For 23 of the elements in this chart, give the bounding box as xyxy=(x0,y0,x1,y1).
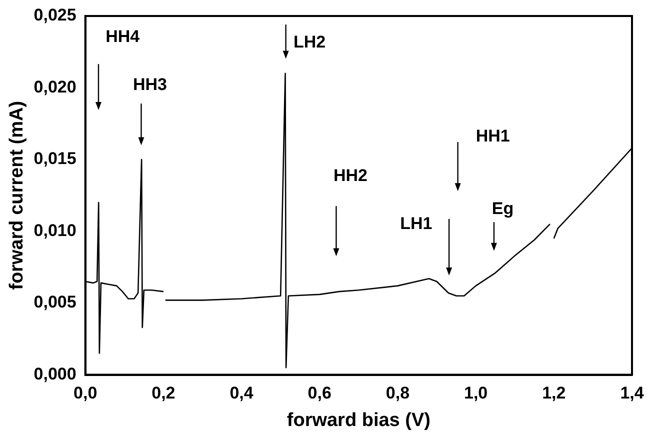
y-tick-label: 0,005 xyxy=(34,292,76,312)
annotation: HH4 xyxy=(106,27,140,46)
x-tick-label: 1,4 xyxy=(620,384,644,403)
y-tick-label: 0,025 xyxy=(34,6,76,25)
annotation: HH2 xyxy=(333,166,368,185)
x-tick-label: 1,2 xyxy=(542,384,566,403)
x-tick-label: 0,0 xyxy=(74,384,98,403)
annotation: LH1 xyxy=(400,214,432,233)
y-tick-label: 0,020 xyxy=(34,77,76,96)
y-tick-label: 0,015 xyxy=(34,149,76,168)
x-axis-title: forward bias (V) xyxy=(286,410,430,431)
annotation: Eg xyxy=(492,198,514,218)
x-tick-label: 0,4 xyxy=(230,384,254,403)
y-tick-label: 0,000 xyxy=(34,364,76,384)
annotation: LH2 xyxy=(293,32,326,52)
annotation: HH1 xyxy=(476,126,510,146)
x-tick-label: 0,6 xyxy=(308,384,332,403)
y-tick-label: 0,010 xyxy=(34,220,76,240)
y-axis-title: forward current (mA) xyxy=(6,100,28,290)
x-tick-label: 1,0 xyxy=(464,384,488,403)
annotation: HH3 xyxy=(132,75,167,94)
x-tick-label: 0,8 xyxy=(386,384,410,403)
x-tick-label: 0,2 xyxy=(152,384,176,403)
